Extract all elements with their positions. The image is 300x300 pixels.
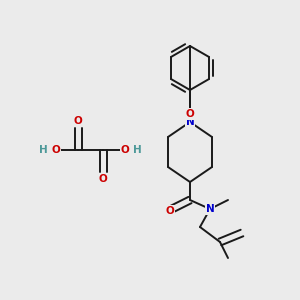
Text: O: O <box>74 116 82 126</box>
Text: O: O <box>52 145 60 155</box>
Text: O: O <box>121 145 129 155</box>
Text: N: N <box>186 117 194 127</box>
Text: H: H <box>39 145 48 155</box>
Text: N: N <box>206 204 214 214</box>
Text: O: O <box>166 206 174 216</box>
Text: H: H <box>133 145 142 155</box>
Text: O: O <box>99 174 107 184</box>
Text: O: O <box>186 109 194 119</box>
